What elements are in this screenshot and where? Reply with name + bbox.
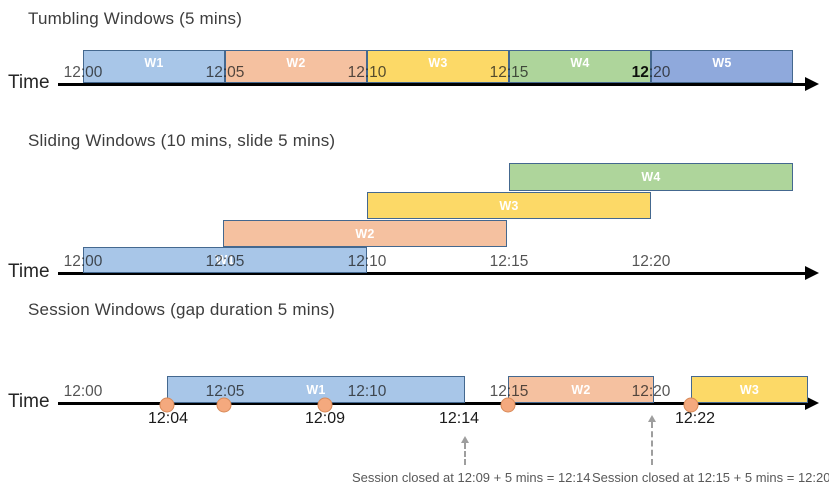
event-dot [216, 397, 232, 413]
window-bar-session-w1: W1 [167, 376, 465, 403]
event-time-label-1222: 12:22 [674, 410, 716, 427]
arrow-up-icon [648, 415, 656, 422]
window-bar-sliding-w2: W2 [223, 220, 507, 247]
window-label: W3 [499, 198, 519, 213]
window-label: W4 [641, 170, 661, 184]
time-axis-label: Time [8, 391, 50, 412]
event-time-label-1204: 12:04 [147, 410, 189, 427]
window-bar-tumbling-w1: W1 [83, 50, 225, 83]
window-label: W3 [428, 56, 448, 70]
tick-label-session-1205: 12:05 [205, 383, 245, 400]
window-bar-tumbling-w5: W5 [651, 50, 793, 83]
event-dot-1204 [159, 397, 175, 413]
window-label: W1 [215, 253, 235, 267]
window-bar-tumbling-w3: W3 [367, 50, 509, 83]
window-bar-session-w2: W2 [508, 376, 654, 403]
event-dot-1215 [500, 397, 516, 413]
sliding-timeline [58, 266, 819, 280]
window-label: W3 [739, 382, 760, 397]
tick-label-session-1200: 12:00 [63, 383, 103, 400]
event-dot-1222 [683, 397, 699, 413]
tick-label-sliding-1200: 12:00 [63, 253, 103, 270]
tick-label-session-1220: 12:20 [631, 383, 671, 400]
event-dot-1209 [317, 397, 333, 413]
window-label: W2 [571, 382, 591, 397]
tick-label-sliding-1205: 12:05 [205, 253, 245, 270]
tick-label-tumbling-1205: 12:05 [205, 64, 245, 81]
timeline-arrowhead-icon [805, 396, 819, 410]
tick-label-session-1215: 12:15 [489, 383, 529, 400]
window-bar-sliding-w4: W4 [509, 163, 793, 191]
window-label: W5 [712, 56, 732, 70]
event-time-label-1209: 12:09 [304, 410, 346, 427]
window-bar-sliding-w3: W3 [367, 192, 651, 219]
tick-label-tumbling-1210: 12:10 [347, 64, 387, 81]
session-closed-note-2: Session closed at 12:15 + 5 mins = 12:20 [592, 470, 829, 485]
window-bar-tumbling-w2: W2 [225, 50, 367, 83]
window-label: W1 [144, 56, 164, 70]
window-label: W2 [286, 56, 306, 70]
event-time-label-1214: 12:14 [438, 410, 480, 427]
time-axis-label: Time [8, 72, 50, 93]
arrow-shaft [464, 443, 466, 465]
sliding-title: Sliding Windows (10 mins, slide 5 mins) [28, 131, 336, 150]
tick-label-sliding-1220: 12:20 [631, 253, 671, 270]
session-title: Session Windows (gap duration 5 mins) [28, 300, 335, 319]
timeline-arrowhead-icon [805, 266, 819, 280]
session-closed-arrow-1 [460, 436, 470, 465]
window-label: W1 [306, 382, 326, 397]
tick-label-tumbling-1220: 12:20 [631, 64, 671, 81]
arrow-shaft [651, 422, 653, 465]
time-axis-label: Time [8, 261, 50, 282]
window-bar-tumbling-w4: W4 [509, 50, 651, 83]
window-label: W2 [355, 226, 375, 241]
tick-label-tumbling-1200: 12:00 [63, 64, 103, 81]
arrow-up-icon [461, 436, 469, 443]
timeline-arrowhead-icon [805, 77, 819, 91]
session-closed-note-1: Session closed at 12:09 + 5 mins = 12:14 [352, 470, 591, 485]
window-label: W4 [570, 56, 590, 70]
tick-label-sliding-1215: 12:15 [489, 253, 529, 270]
tick-label-tumbling-1215: 12:15 [489, 64, 529, 81]
window-bar-sliding-w1: W1 [83, 247, 367, 273]
tumbling-timeline [58, 77, 819, 91]
session-timeline [58, 396, 819, 410]
tick-label-sliding-1210: 12:10 [347, 253, 387, 270]
tumbling-title: Tumbling Windows (5 mins) [28, 9, 243, 28]
tick-label-session-1210: 12:10 [347, 383, 387, 400]
window-bar-session-w3: W3 [691, 376, 808, 403]
session-closed-arrow-2 [647, 415, 657, 465]
